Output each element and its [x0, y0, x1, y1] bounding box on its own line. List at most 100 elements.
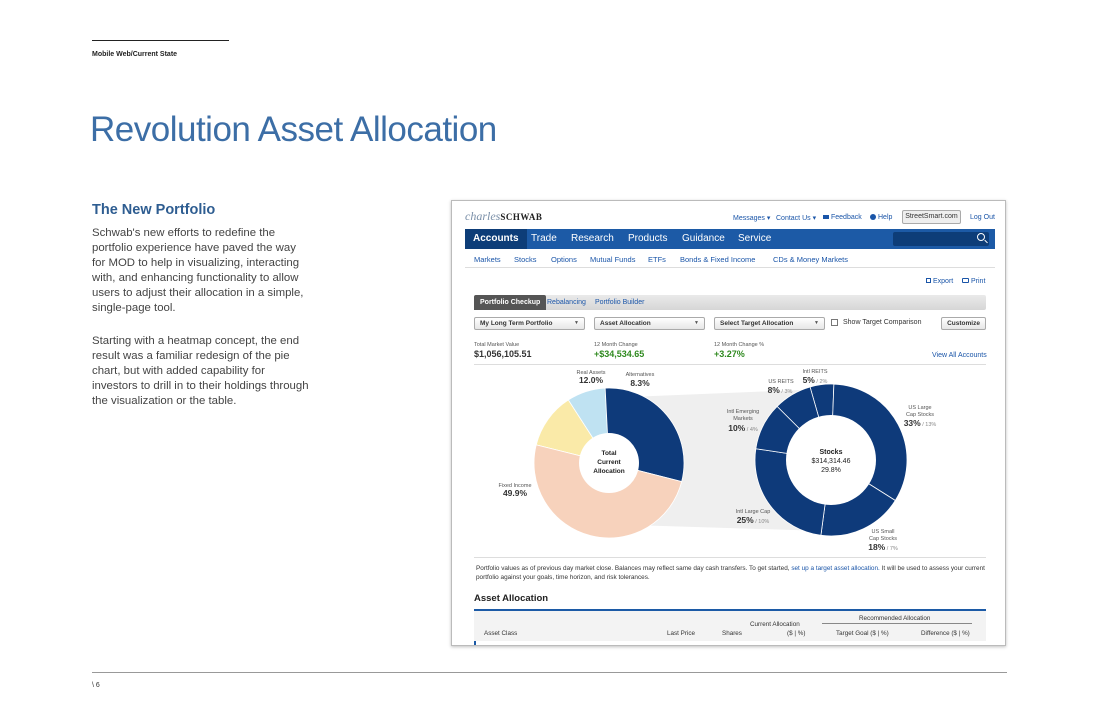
help-label: Help	[878, 214, 893, 221]
intl-reits-values: 5% / 2%	[803, 375, 828, 385]
schwab-logo[interactable]: charlesSCHWAB	[465, 209, 542, 224]
search-input[interactable]	[893, 232, 989, 246]
page-title: Revolution Asset Allocation	[90, 110, 497, 149]
label-real-assets: Real Assets	[576, 370, 605, 376]
note-text-before: Portfolio values as of previous day mark…	[476, 565, 790, 572]
label-intl-large-cap: Intl Large Cap	[736, 509, 771, 515]
messages-link[interactable]: Messages ▾	[733, 215, 771, 222]
search-icon[interactable]	[977, 233, 985, 241]
pie2-center-value: $314,314.46	[812, 458, 851, 465]
nav-accounts[interactable]: Accounts	[465, 229, 527, 249]
chevron-down-icon: ▼	[574, 320, 579, 326]
th-shares[interactable]: Shares	[722, 630, 742, 637]
portfolio-select[interactable]: My Long Term Portfolio ▼	[474, 317, 585, 330]
th-recommended-rule	[822, 623, 972, 624]
subnav-markets[interactable]: Markets	[474, 255, 501, 264]
target-intl-reits: 2%	[819, 379, 827, 385]
value-intl-reits: 5%	[803, 375, 816, 385]
section-label: Mobile Web/Current State	[92, 51, 178, 58]
main-nav: Accounts Trade Research Products Guidanc…	[465, 229, 995, 249]
label-intl-emerging: Intl Emerging	[727, 409, 759, 415]
export-label: Export	[933, 278, 954, 285]
feedback-link[interactable]: Feedback	[823, 214, 862, 221]
footer-rule	[92, 672, 1007, 673]
th-difference[interactable]: Difference ($ | %)	[921, 630, 970, 637]
us-reits-values: 8% / 3%	[768, 385, 793, 395]
show-target-checkbox[interactable]	[831, 319, 838, 326]
view-all-accounts-link[interactable]: View All Accounts	[932, 352, 987, 359]
target-intl-large-cap: 10%	[758, 519, 769, 525]
nav-research[interactable]: Research	[571, 233, 614, 244]
subnav-rule	[465, 267, 995, 268]
print-link[interactable]: Print	[962, 278, 985, 285]
us-large-cap-values: 33% / 13%	[904, 418, 937, 428]
pie2-center-pct: 29.8%	[821, 467, 841, 474]
sep-us-reits: /	[780, 389, 785, 395]
nav-guidance[interactable]: Guidance	[682, 233, 725, 244]
subnav-cds[interactable]: CDs & Money Markets	[773, 255, 849, 264]
label-alternatives: Alternatives	[626, 372, 655, 378]
stat-value-change: +$34,534.65	[594, 349, 645, 359]
sep-intl-reits: /	[815, 379, 820, 385]
print-icon	[962, 278, 969, 283]
sep-intl-large-cap: /	[754, 519, 759, 525]
chevron-down-icon: ▼	[814, 320, 819, 326]
th-asset-class[interactable]: Asset Class	[484, 630, 518, 637]
customize-button[interactable]: Customize	[941, 317, 986, 330]
value-alternatives: 8.3%	[630, 378, 650, 388]
contact-us-link[interactable]: Contact Us ▾	[776, 215, 817, 222]
target-us-large-cap: 13%	[925, 422, 936, 428]
help-link[interactable]: Help	[870, 214, 892, 221]
view-select[interactable]: Asset Allocation ▼	[594, 317, 705, 330]
target-us-reits: 3%	[784, 389, 792, 395]
stocks-pie-hole	[786, 415, 876, 505]
label-us-large-cap-2: Cap Stocks	[906, 412, 934, 418]
portfolio-note: Portfolio values as of previous day mark…	[476, 564, 986, 582]
table-row-marker	[474, 641, 476, 645]
value-intl-large-cap: 25%	[737, 515, 754, 525]
value-us-reits: 8%	[768, 385, 781, 395]
nav-service[interactable]: Service	[738, 233, 772, 244]
tab-rebalancing[interactable]: Rebalancing	[547, 299, 586, 306]
subnav-bonds[interactable]: Bonds & Fixed Income	[680, 255, 756, 264]
log-out-link[interactable]: Log Out	[970, 214, 995, 221]
th-last-price[interactable]: Last Price	[667, 630, 695, 637]
stat-rule	[474, 364, 986, 365]
value-fixed-income: 49.9%	[503, 488, 528, 498]
sep-us-small-cap: /	[885, 546, 890, 552]
stat-label-change: 12 Month Change	[594, 342, 638, 348]
asset-allocation-title: Asset Allocation	[474, 593, 549, 604]
intl-large-cap-values: 25% / 10%	[737, 515, 770, 525]
tab-portfolio-checkup[interactable]: Portfolio Checkup	[474, 295, 547, 310]
target-allocation-link[interactable]: set up a target asset allocation.	[791, 565, 880, 572]
subnav-etfs[interactable]: ETFs	[648, 255, 666, 264]
stat-value-change-pct: +3.27%	[714, 349, 745, 359]
sep-us-large-cap: /	[921, 422, 926, 428]
th-target-goal[interactable]: Target Goal ($ | %)	[836, 630, 889, 637]
asset-table-header: Asset Class Last Price Shares Current Al…	[474, 611, 986, 641]
feedback-label: Feedback	[831, 214, 862, 221]
subnav-mutual-funds[interactable]: Mutual Funds	[590, 255, 636, 264]
label-us-large-cap: US Large	[908, 405, 931, 411]
value-intl-emerging: 10%	[728, 423, 745, 433]
th-current-allocation[interactable]: Current Allocation	[750, 621, 800, 628]
target-select[interactable]: Select Target Allocation ▼	[714, 317, 825, 330]
streetsmart-button[interactable]: StreetSmart.com	[902, 210, 961, 224]
intl-emerging-values: 10% / 4%	[728, 423, 758, 433]
nav-trade[interactable]: Trade	[531, 233, 557, 244]
view-select-value: Asset Allocation	[600, 320, 651, 327]
nav-products[interactable]: Products	[628, 233, 668, 244]
export-icon	[926, 278, 931, 283]
export-link[interactable]: Export	[926, 278, 953, 285]
intro-paragraph-1: Schwab's new efforts to redefine the por…	[92, 227, 304, 314]
subnav-stocks[interactable]: Stocks	[514, 255, 537, 264]
page-number: \ 6	[92, 682, 100, 689]
tab-portfolio-builder[interactable]: Portfolio Builder	[595, 299, 645, 306]
pie2-center-title: Stocks	[820, 449, 843, 456]
us-small-cap-values: 18% / 7%	[868, 542, 898, 552]
show-target-label: Show Target Comparison	[843, 319, 922, 326]
subnav-options[interactable]: Options	[551, 255, 577, 264]
feedback-icon	[823, 215, 829, 219]
total-pie-hole	[579, 433, 639, 493]
pie1-center-line-1: Total	[601, 450, 616, 457]
